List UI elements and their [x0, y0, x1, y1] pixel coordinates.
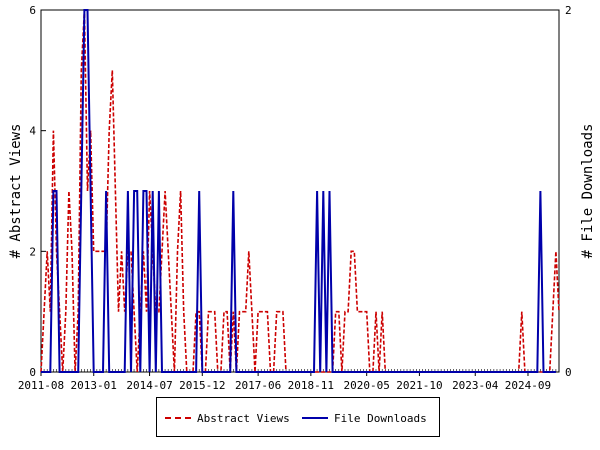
- y-right-tick-label: 0: [565, 366, 572, 379]
- x-tick-label: 2015-12: [179, 379, 225, 392]
- plot-frame: [40, 9, 560, 373]
- legend: Abstract Views File Downloads: [156, 397, 440, 437]
- y-right-tick-label: 2: [565, 4, 572, 17]
- x-tick-label: 2014-07: [126, 379, 172, 392]
- x-tick-label: 2021-10: [396, 379, 442, 392]
- y-right-axis-title: # File Downloads: [580, 124, 596, 259]
- y-left-tick-label: 4: [29, 125, 36, 138]
- legend-item-file-downloads: File Downloads: [302, 411, 427, 425]
- legend-item-abstract-views: Abstract Views: [165, 411, 290, 425]
- legend-label-abstract-views: Abstract Views: [197, 411, 290, 425]
- series-line-file-downloads: [41, 9, 556, 373]
- x-tick-label: 2011-08: [18, 379, 64, 392]
- y-left-tick-label: 0: [29, 366, 36, 379]
- x-tick-label: 2013-01: [71, 379, 117, 392]
- y-left-axis-title: # Abstract Views: [8, 124, 24, 259]
- legend-label-file-downloads: File Downloads: [334, 411, 427, 425]
- x-tick-label: 2023-04: [452, 379, 499, 392]
- legend-swatch-abstract-views: [165, 417, 191, 419]
- x-tick-label: 2020-05: [344, 379, 390, 392]
- series-line-abstract-views: [40, 9, 560, 373]
- x-tick-label: 2017-06: [235, 379, 281, 392]
- legend-swatch-file-downloads: [302, 417, 328, 419]
- y-left-tick-label: 6: [29, 4, 36, 17]
- y-left-tick-label: 2: [29, 245, 36, 258]
- x-tick-label: 2018-11: [288, 379, 334, 392]
- x-tick-label: 2024-09: [505, 379, 551, 392]
